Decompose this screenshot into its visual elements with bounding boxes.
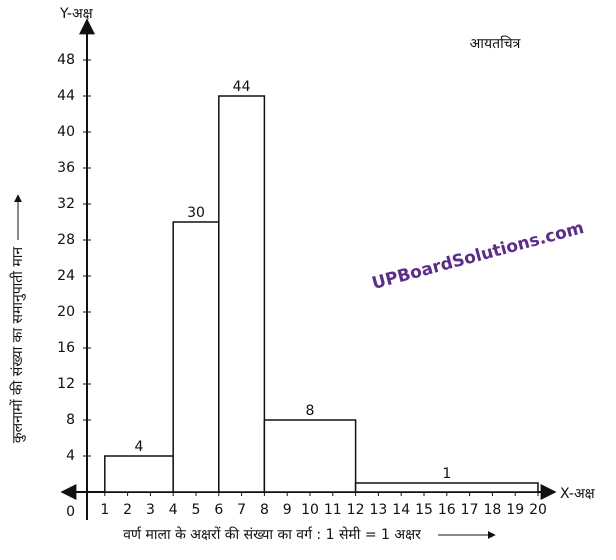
x-tick-label: 19 [506,502,524,518]
x-tick-label: 16 [438,502,456,518]
x-tick-label: 14 [392,502,410,518]
x-tick-label: 4 [169,502,178,518]
data-label: 44 [233,79,251,95]
x-tick-label: 18 [483,502,501,518]
y-tick-label: 40 [57,124,75,140]
y-tick-label: 4 [66,448,75,464]
x-tick-label: 10 [301,502,319,518]
x-axis-label: वर्ण माला के अक्षरों की संख्या का वर्ग :… [123,526,421,543]
bar [354,482,539,493]
x-tick-label: 20 [529,502,547,518]
x-tick-label: 9 [283,502,292,518]
y-tick-label: 0 [66,504,75,520]
x-tick-label: 2 [123,502,132,518]
x-tick-label: 7 [237,502,246,518]
chart-title: आयतचित्र [470,35,521,52]
y-tick-label: 24 [57,268,75,284]
x-tick-label: 17 [461,502,479,518]
y-tick-label: 36 [57,160,75,176]
x-tick-label: 13 [369,502,387,518]
y-tick-label: 44 [57,88,75,104]
bar [104,455,174,493]
y-tick-label: 28 [57,232,75,248]
x-axis-name: X-अक्ष [560,486,596,502]
x-tick-label: 1 [100,502,109,518]
x-tick-label: 8 [260,502,269,518]
data-label: 30 [187,205,205,221]
x-tick-label: 5 [192,502,201,518]
bar [218,95,266,493]
data-label: 8 [306,403,315,419]
x-tick-label: 15 [415,502,433,518]
y-tick-label: 20 [57,304,75,320]
y-tick-label: 8 [66,412,75,428]
y-tick-label: 48 [57,52,75,68]
y-tick-label: 12 [57,376,75,392]
x-tick-label: 6 [214,502,223,518]
watermark: UPBoardSolutions.com [370,218,586,294]
data-label: 1 [442,466,451,482]
y-tick-label: 16 [57,340,75,356]
y-axis-label: कुलनामों की संख्या का समानुपाती मान [9,247,26,443]
x-tick-label: 3 [146,502,155,518]
x-tick-label: 12 [347,502,365,518]
y-axis-name: Y-अक्ष [59,6,94,22]
x-tick-label: 11 [324,502,342,518]
data-label: 4 [135,439,144,455]
y-tick-label: 32 [57,196,75,212]
bar [263,419,357,493]
bar [172,221,220,493]
